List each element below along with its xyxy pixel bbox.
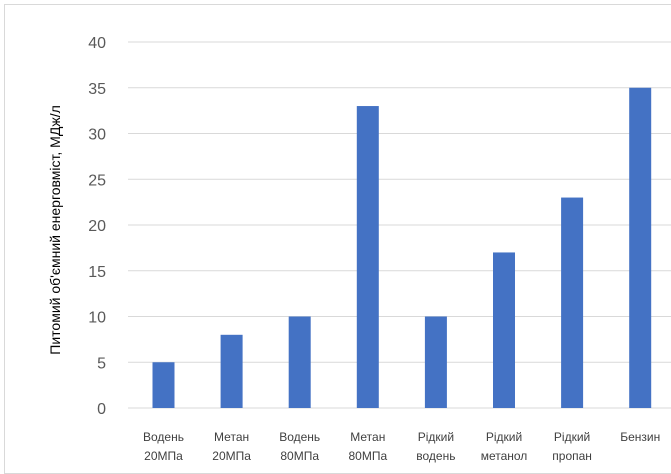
bar-0 (152, 362, 175, 408)
x-category-label: Рідкий (418, 430, 454, 444)
x-category-label: Рідкий (554, 430, 590, 444)
chart-frame (4, 4, 671, 474)
gridlines (128, 41, 671, 409)
bar-2 (288, 316, 311, 408)
x-category-label: метанол (481, 449, 528, 463)
x-category-label: Водень (279, 430, 320, 444)
y-axis-label: Питомий об'ємний енерговміст, МДж/л (47, 105, 63, 354)
y-tick-label: 25 (88, 172, 106, 189)
y-tick-label: 20 (88, 218, 106, 235)
bars (152, 87, 652, 409)
y-tick-label: 15 (88, 264, 106, 281)
bar-3 (356, 106, 379, 409)
x-category-label: 80МПа (280, 449, 319, 463)
x-category-label: Водень (143, 430, 184, 444)
x-category-label: водень (416, 449, 455, 463)
y-tick-label: 35 (88, 81, 106, 98)
x-category-label: 20МПа (212, 449, 251, 463)
x-category-label: 20МПа (144, 449, 183, 463)
x-category-label: Рідкий (486, 430, 522, 444)
y-tick-label: 30 (88, 127, 106, 144)
x-category-label: пропан (552, 449, 592, 463)
y-tick-label: 5 (97, 355, 106, 372)
bar-4 (424, 316, 447, 408)
x-category-label: Метан (350, 430, 385, 444)
bar-6 (561, 197, 584, 408)
y-tick-label: 40 (88, 35, 106, 52)
bar-1 (220, 334, 243, 408)
y-tick-label: 0 (97, 401, 106, 418)
x-axis-labels: Водень 20МПа Метан 20МПа Водень 80МПа Метан 80М… (143, 430, 660, 463)
y-tick-label: 10 (88, 310, 106, 327)
x-category-label: Метан (214, 430, 249, 444)
y-axis-ticks: 0 5 10 15 20 25 30 35 40 (88, 35, 106, 418)
x-category-label: 80МПа (348, 449, 387, 463)
bar-7 (629, 87, 652, 408)
bar-5 (493, 252, 515, 408)
x-category-label: Бензин (620, 430, 660, 444)
